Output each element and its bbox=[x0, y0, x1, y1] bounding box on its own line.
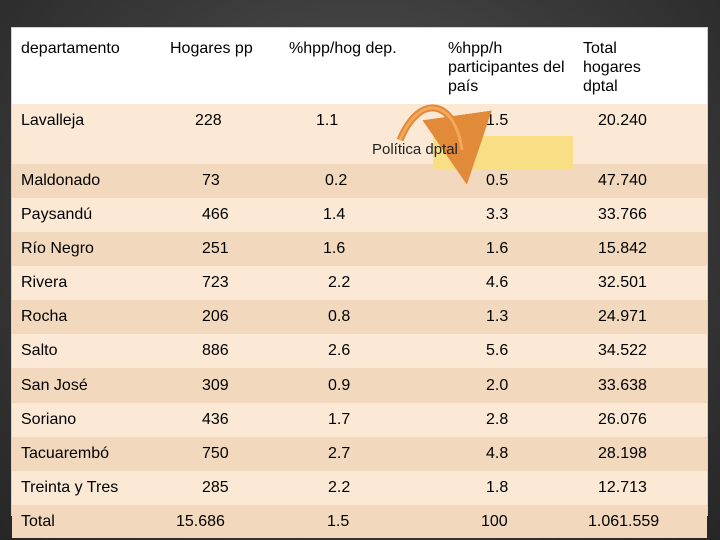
cell-hpp-hog-dep: 1.6 bbox=[323, 240, 346, 257]
cell-total-hogares: 1.061.559 bbox=[588, 513, 660, 530]
cell-departamento: San José bbox=[21, 377, 88, 394]
table-row: Lavalleja 228 1.1 1.5 20.240 bbox=[12, 104, 707, 164]
cell-hpp-pais: 5.6 bbox=[486, 342, 509, 359]
cell-total-hogares: 20.240 bbox=[598, 112, 647, 129]
cell-hpp-hog-dep: 2.6 bbox=[328, 342, 351, 359]
cell-hogares-pp: 466 bbox=[202, 206, 229, 223]
cell-departamento: Rocha bbox=[21, 308, 68, 325]
cell-departamento: Treinta y Tres bbox=[21, 479, 119, 496]
cell-hogares-pp: 309 bbox=[202, 377, 229, 394]
annotation-label: Política dptal bbox=[372, 141, 458, 158]
cell-hogares-pp: 723 bbox=[202, 274, 229, 291]
cell-hpp-pais: 2.8 bbox=[486, 411, 509, 428]
cell-total-hogares: 26.076 bbox=[598, 411, 647, 428]
cell-hogares-pp: 750 bbox=[202, 445, 229, 462]
cell-total-hogares: 12.713 bbox=[598, 479, 647, 496]
table-row: San José 309 0.9 2.0 33.638 bbox=[12, 368, 707, 403]
cell-hpp-hog-dep: 0.8 bbox=[328, 308, 351, 325]
cell-total-hogares: 47.740 bbox=[598, 172, 647, 189]
cell-hogares-pp: 228 bbox=[195, 112, 222, 129]
table-row: Rocha 206 0.8 1.3 24.971 bbox=[12, 300, 707, 334]
cell-hpp-hog-dep: 1.4 bbox=[323, 206, 346, 223]
cell-departamento: Maldonado bbox=[21, 172, 101, 189]
table-row: Salto 886 2.6 5.6 34.522 bbox=[12, 334, 707, 368]
cell-hpp-hog-dep: 2.2 bbox=[328, 274, 351, 291]
cell-hpp-pais: 1.8 bbox=[486, 479, 509, 496]
header-hpp-hog-dep: %hpp/hog dep. bbox=[289, 40, 397, 57]
cell-departamento: Total bbox=[21, 513, 55, 530]
cell-hpp-hog-dep: 1.7 bbox=[328, 411, 351, 428]
header-hogares-pp: Hogares pp bbox=[170, 40, 253, 57]
table-row: Total 15.686 1.5 100 1.061.559 bbox=[12, 505, 707, 538]
table-row: Paysandú 466 1.4 3.3 33.766 bbox=[12, 198, 707, 232]
cell-total-hogares: 28.198 bbox=[598, 445, 647, 462]
cell-total-hogares: 34.522 bbox=[598, 342, 647, 359]
cell-hpp-pais: 2.0 bbox=[486, 377, 509, 394]
table-row: Tacuarembó 750 2.7 4.8 28.198 bbox=[12, 437, 707, 471]
cell-departamento: Salto bbox=[21, 342, 58, 359]
cell-total-hogares: 33.638 bbox=[598, 377, 647, 394]
cell-total-hogares: 15.842 bbox=[598, 240, 647, 257]
data-table: departamento Hogares pp %hpp/hog dep. %h… bbox=[11, 27, 708, 538]
cell-hpp-hog-dep: 2.2 bbox=[328, 479, 351, 496]
header-total-hogares: Total hogares dptal bbox=[583, 40, 641, 95]
table-row: Río Negro 251 1.6 1.6 15.842 bbox=[12, 232, 707, 266]
cell-departamento: Paysandú bbox=[21, 206, 93, 223]
cell-hpp-pais: 1.6 bbox=[486, 240, 509, 257]
cell-hpp-hog-dep: 1.1 bbox=[316, 112, 339, 129]
table-header: departamento Hogares pp %hpp/hog dep. %h… bbox=[12, 28, 707, 104]
table-row: Maldonado 73 0.2 0.5 47.740 bbox=[12, 164, 707, 198]
cell-hogares-pp: 73 bbox=[202, 172, 220, 189]
cell-hpp-pais: 4.8 bbox=[486, 445, 509, 462]
cell-hogares-pp: 886 bbox=[202, 342, 229, 359]
table-row: Rivera 723 2.2 4.6 32.501 bbox=[12, 266, 707, 300]
cell-total-hogares: 32.501 bbox=[598, 274, 647, 291]
cell-departamento: Río Negro bbox=[21, 240, 94, 257]
cell-hpp-hog-dep: 0.2 bbox=[325, 172, 348, 189]
cell-hogares-pp: 251 bbox=[202, 240, 229, 257]
table-row: Treinta y Tres 285 2.2 1.8 12.713 bbox=[12, 471, 707, 505]
header-departamento: departamento bbox=[21, 40, 120, 57]
cell-departamento: Tacuarembó bbox=[21, 445, 110, 462]
cell-total-hogares: 24.971 bbox=[598, 308, 647, 325]
cell-hogares-pp: 206 bbox=[202, 308, 229, 325]
cell-hpp-pais: 1.3 bbox=[486, 308, 509, 325]
cell-departamento: Soriano bbox=[21, 411, 77, 428]
cell-hpp-hog-dep: 0.9 bbox=[328, 377, 351, 394]
cell-hpp-hog-dep: 2.7 bbox=[328, 445, 351, 462]
cell-hpp-pais: 4.6 bbox=[486, 274, 509, 291]
cell-hpp-pais: 3.3 bbox=[486, 206, 509, 223]
header-hpp-h-participantes: %hpp/h participantes del país bbox=[448, 40, 565, 95]
cell-hogares-pp: 285 bbox=[202, 479, 229, 496]
cell-departamento: Lavalleja bbox=[21, 112, 85, 129]
cell-hogares-pp: 436 bbox=[202, 411, 229, 428]
cell-hpp-hog-dep: 1.5 bbox=[327, 513, 350, 530]
cell-departamento: Rivera bbox=[21, 274, 68, 291]
cell-total-hogares: 33.766 bbox=[598, 206, 647, 223]
cell-hogares-pp: 15.686 bbox=[176, 513, 225, 530]
table-row: Soriano 436 1.7 2.8 26.076 bbox=[12, 403, 707, 437]
cell-hpp-pais: 100 bbox=[481, 513, 508, 530]
